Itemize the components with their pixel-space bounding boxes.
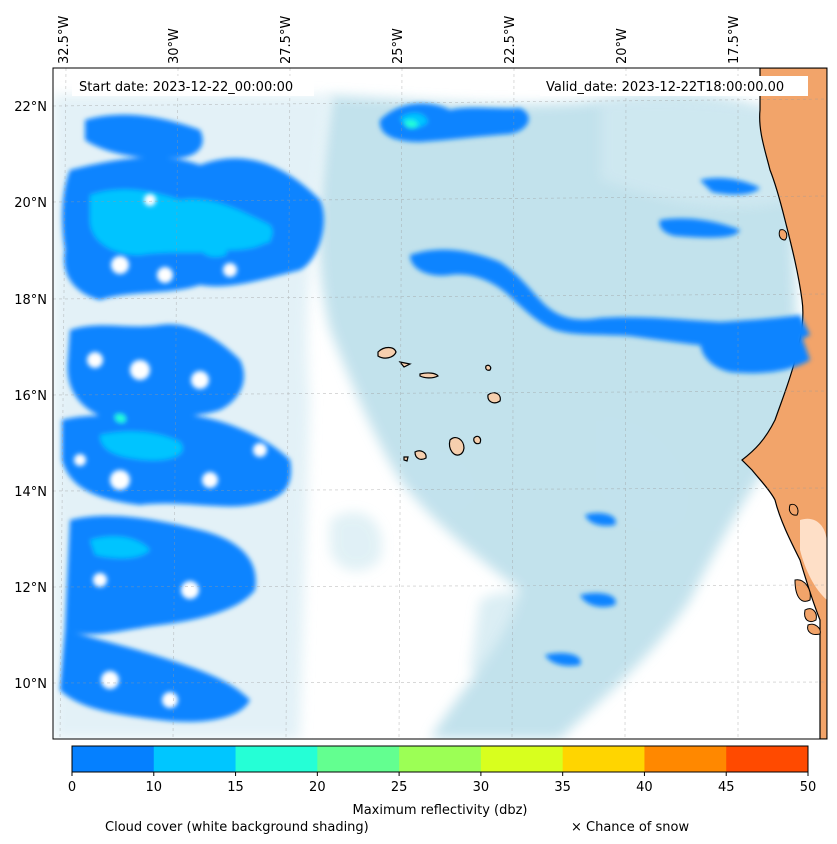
colorbar-tick-label: 40 (636, 780, 653, 795)
colorbar-segment (399, 746, 482, 772)
lat-label: 12°N (14, 581, 47, 596)
land-west-africa (741, 68, 827, 739)
colorbar-tick-label: 30 (473, 780, 490, 795)
valid-date-label: Valid_date: 2023-12-22T18:00:00.00 (546, 80, 784, 95)
island-sao-vicente (398, 361, 412, 368)
colorbar-tick-label: 0 (68, 780, 76, 795)
island-brava (403, 456, 409, 462)
colorbar-segment (562, 746, 645, 772)
start-date-label: Start date: 2023-12-22_00:00:00 (79, 80, 293, 95)
lon-label: 20°W (615, 28, 630, 64)
island-fogo (414, 450, 427, 460)
colorbar-frame (71, 745, 809, 773)
lat-label: 22°N (14, 100, 47, 115)
island-maio (473, 435, 482, 445)
reflectivity-10-15 (90, 113, 428, 559)
map-frame (52, 67, 828, 740)
reflectivity-colorbar: 0 10 15 20 25 30 35 40 45 50 Maximum reflectivity… (68, 745, 816, 818)
lat-label: 18°N (14, 293, 47, 308)
lat-label: 14°N (14, 485, 47, 500)
colorbar-tick-label: 45 (718, 780, 735, 795)
snow-legend: × Chance of snow (571, 820, 689, 835)
island-sal (485, 364, 492, 371)
colorbar-segments (72, 746, 809, 772)
lon-label: 22.5°W (503, 16, 518, 64)
colorbar-segment (644, 746, 727, 772)
colorbar-segment (480, 746, 564, 772)
longitude-labels: 32.5°W 30°W 27.5°W 25°W 22.5°W 20°W 17.5… (57, 16, 742, 64)
latitude-labels: 22°N 20°N 18°N 16°N 14°N 12°N 10°N (14, 100, 47, 692)
island-santiago (448, 436, 465, 456)
colorbar-segment (317, 746, 400, 772)
island-santo-antao (377, 346, 397, 359)
colorbar-segment (726, 746, 809, 772)
valid-date-box (540, 76, 808, 96)
colorbar-label: Maximum reflectivity (dbz) (353, 803, 528, 818)
map-panel: Start date: 2023-12-22_00:00:00 Valid_da… (53, 68, 827, 739)
colorbar-segment (72, 746, 155, 772)
lat-label: 20°N (14, 196, 47, 211)
lat-label: 10°N (14, 677, 47, 692)
colorbar-tick-label: 20 (309, 780, 326, 795)
reflectivity-gaps (74, 194, 267, 708)
colorbar-segment (235, 746, 318, 772)
lon-label: 17.5°W (727, 16, 742, 64)
island-sao-nicolau (419, 372, 439, 379)
colorbar-tick-label: 15 (227, 780, 244, 795)
colorbar-segment (153, 746, 237, 772)
reflectivity-15-20 (114, 119, 418, 423)
lon-label: 25°W (391, 28, 406, 64)
lon-label: 32.5°W (57, 16, 72, 64)
lat-label: 16°N (14, 389, 47, 404)
colorbar-tick-label: 25 (391, 780, 408, 795)
colorbar-tick-label: 10 (146, 780, 163, 795)
colorbar-ticks: 0 10 15 20 25 30 35 40 45 50 (68, 772, 816, 795)
lon-label: 30°W (167, 28, 182, 64)
graticule (53, 68, 827, 739)
lon-label: 27.5°W (279, 16, 294, 64)
start-date-box (72, 76, 314, 96)
island-boa-vista (487, 392, 501, 404)
cloud-cover-legend: Cloud cover (white background shading) (105, 820, 369, 835)
cape-verde-islands (377, 346, 501, 462)
colorbar-tick-label: 50 (800, 780, 817, 795)
colorbar-tick-label: 35 (554, 780, 571, 795)
